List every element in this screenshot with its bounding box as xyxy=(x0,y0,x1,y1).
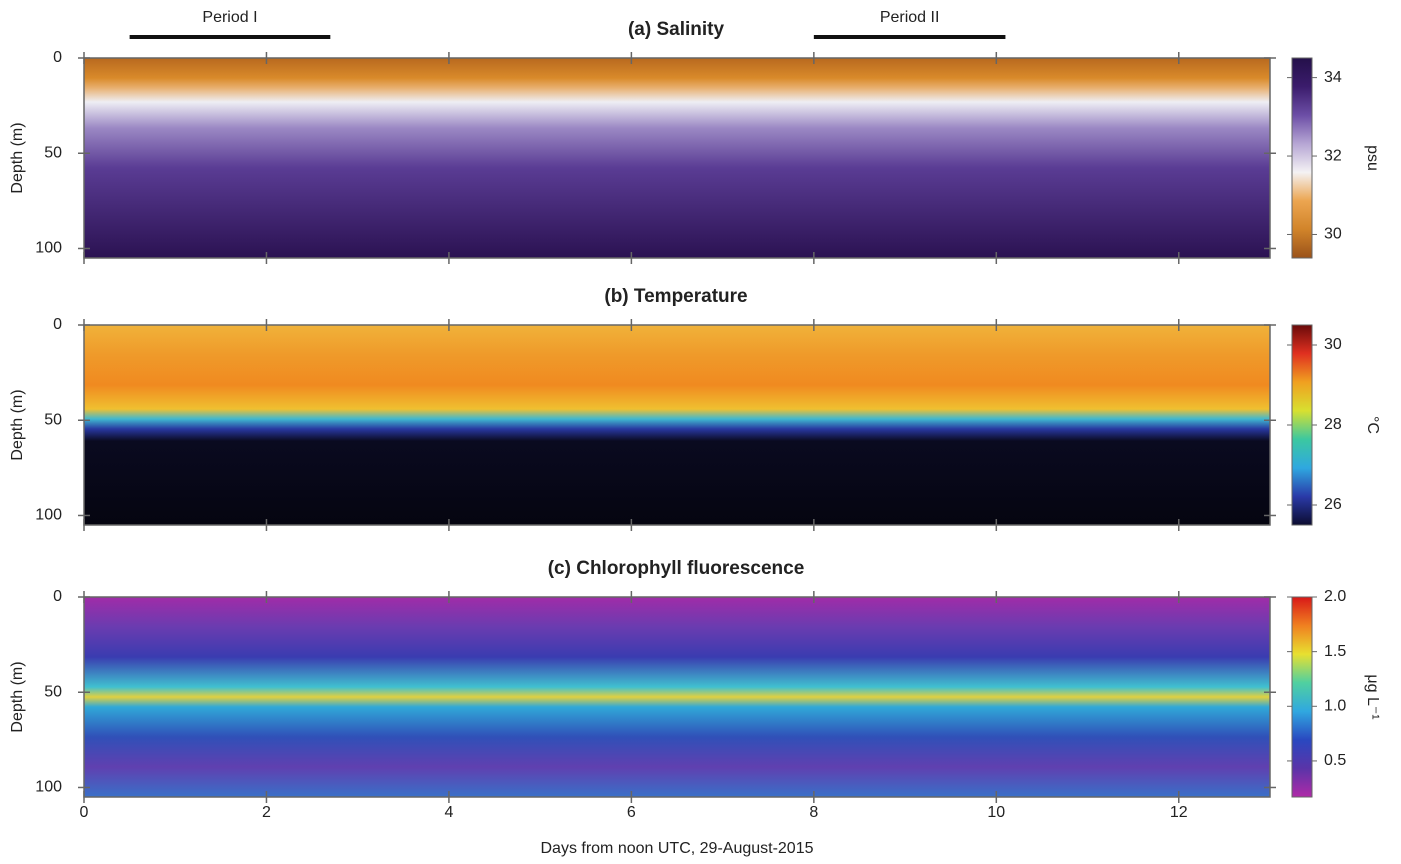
colorbar-tick-label: 32 xyxy=(1324,147,1342,164)
x-tick-label: 0 xyxy=(80,804,89,821)
colorbar xyxy=(1291,324,1313,526)
y-tick-label: 50 xyxy=(44,144,62,161)
heatmap-field xyxy=(84,325,1270,525)
period-label: Period II xyxy=(880,9,940,26)
panel-title: (b) Temperature xyxy=(604,286,747,307)
colorbar-tick-label: 34 xyxy=(1324,69,1342,86)
panel-title: (c) Chlorophyll fluorescence xyxy=(548,558,805,579)
x-tick-label: 8 xyxy=(809,804,818,821)
plot-frame xyxy=(83,596,1271,798)
x-axis-label: Days from noon UTC, 29-August-2015 xyxy=(540,840,813,857)
y-axis-label: Depth (m) xyxy=(9,389,26,460)
colorbar xyxy=(1291,596,1313,798)
y-tick-label: 100 xyxy=(35,240,62,257)
panel-title: (a) Salinity xyxy=(628,19,725,40)
colorbar-tick-label: 30 xyxy=(1324,226,1342,243)
colorbar-label: psu xyxy=(1364,145,1381,171)
colorbar-tick-label: 30 xyxy=(1324,336,1342,353)
heatmap-field xyxy=(84,597,1270,797)
colorbar-tick-label: 1.5 xyxy=(1324,643,1346,660)
plot-frame xyxy=(83,324,1271,526)
colorbar-tick-label: 2.0 xyxy=(1324,588,1346,605)
y-axis-label: Depth (m) xyxy=(9,661,26,732)
x-tick-label: 12 xyxy=(1170,804,1188,821)
y-tick-label: 50 xyxy=(44,683,62,700)
y-tick-label: 50 xyxy=(44,411,62,428)
colorbar-tick-label: 26 xyxy=(1324,496,1342,513)
y-tick-label: 0 xyxy=(53,316,62,333)
colorbar-label: °C xyxy=(1364,416,1381,434)
x-tick-label: 10 xyxy=(987,804,1005,821)
colorbar xyxy=(1291,57,1313,259)
colorbar-tick-label: 0.5 xyxy=(1324,752,1346,769)
x-tick-label: 2 xyxy=(262,804,271,821)
colorbar-tick-label: 1.0 xyxy=(1324,698,1346,715)
period-label: Period I xyxy=(202,9,257,26)
y-tick-label: 0 xyxy=(53,49,62,66)
x-tick-label: 4 xyxy=(444,804,453,821)
colorbar-label: μg L⁻¹ xyxy=(1364,674,1381,719)
plot-frame xyxy=(83,57,1271,259)
x-tick-label: 6 xyxy=(627,804,636,821)
y-tick-label: 0 xyxy=(53,588,62,605)
y-tick-label: 100 xyxy=(35,779,62,796)
y-axis-label: Depth (m) xyxy=(9,122,26,193)
colorbar-tick-label: 28 xyxy=(1324,416,1342,433)
heatmap-field xyxy=(84,58,1270,258)
y-tick-label: 100 xyxy=(35,507,62,524)
